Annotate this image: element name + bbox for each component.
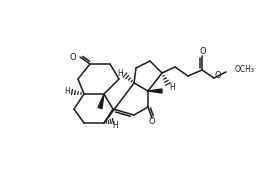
Polygon shape (148, 89, 162, 93)
Text: H: H (64, 86, 70, 96)
Text: O: O (149, 117, 155, 127)
Text: O: O (215, 71, 221, 79)
Text: OCH₃: OCH₃ (235, 65, 255, 75)
Text: H: H (117, 69, 123, 79)
Text: H: H (169, 82, 175, 92)
Polygon shape (98, 94, 104, 108)
Text: H: H (112, 121, 118, 130)
Text: O: O (200, 47, 206, 57)
Text: O: O (70, 52, 76, 61)
